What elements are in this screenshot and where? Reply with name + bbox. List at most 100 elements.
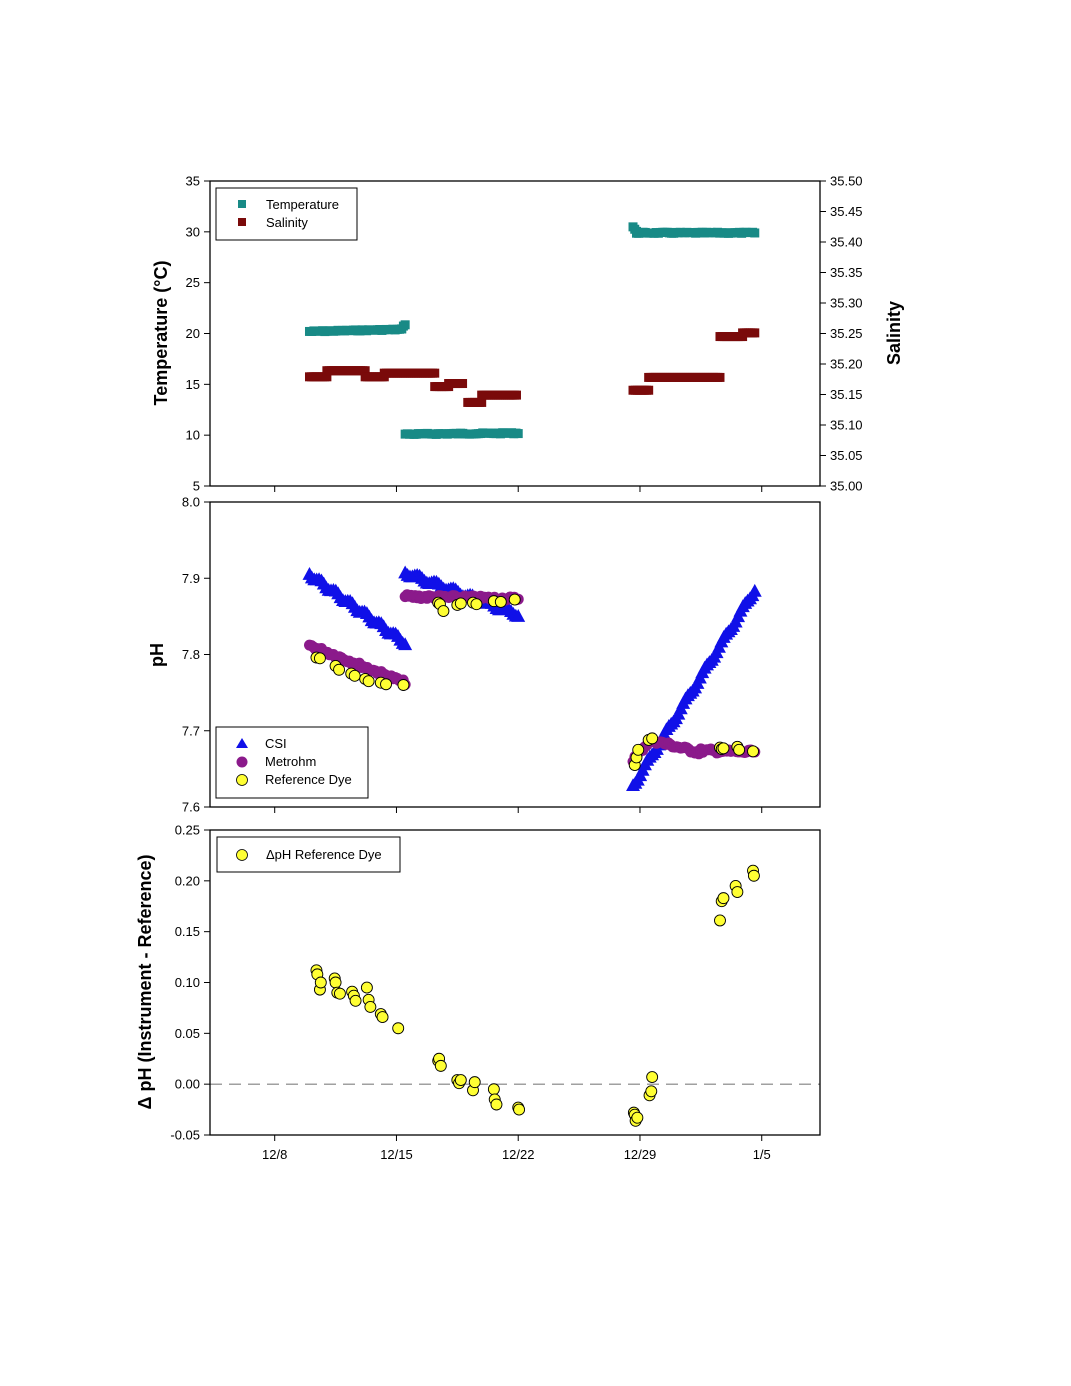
middle-x-ticks: [274, 807, 763, 813]
temperature-marker: [513, 429, 523, 439]
delta-ph-marker: [333, 987, 346, 1000]
middle-y-axis: 7.6 7.7 7.8 7.9 8.0: [182, 495, 210, 815]
salinity-marker: [458, 379, 468, 389]
reference-dye-marker: [313, 652, 326, 665]
csi-marker: [398, 637, 413, 651]
reference-dye-marker: [733, 743, 746, 756]
y-tick-label: 8.0: [182, 495, 200, 510]
x-tick-label: 12/8: [262, 1147, 287, 1162]
delta-ph-marker: [631, 1111, 644, 1124]
salinity-marker: [360, 366, 370, 376]
y-tick-label: 0.05: [175, 1026, 200, 1041]
reference-dye-marker: [454, 597, 467, 610]
y-tick-label: 7.9: [182, 571, 200, 586]
bottom-legend: ΔpH Reference Dye: [216, 836, 401, 873]
top-y2-axis-title: Salinity: [884, 301, 904, 365]
x-tick-label: 12/29: [624, 1147, 657, 1162]
top-y2-axis: 35.00 35.05 35.10 35.15 35.20 35.25 35.30 35.35…: [820, 174, 863, 494]
reference-dye-marker: [362, 675, 375, 688]
top-plot-marks: [304, 222, 760, 439]
csi-marker: [747, 583, 762, 597]
y-tick-label: 7.7: [182, 723, 200, 738]
middle-legend: CSI Metrohm Reference Dye: [215, 726, 369, 799]
top-y-axis: 5 10 15 20 25 30 35: [186, 174, 210, 494]
delta-ph-legend-label: ΔpH Reference Dye: [266, 847, 382, 862]
reference-dye-marker: [397, 679, 410, 691]
delta-ph-marker: [747, 869, 760, 882]
delta-ph-marker: [645, 1085, 658, 1098]
y-tick-label: 30: [186, 224, 200, 239]
y2-tick-label: 35.00: [830, 479, 863, 494]
delta-ph-marker: [487, 1083, 500, 1096]
delta-ph-marker: [490, 1098, 503, 1111]
y2-tick-label: 35.40: [830, 235, 863, 250]
salinity-marker: [715, 372, 725, 382]
bottom-plot-marks: [310, 864, 760, 1127]
delta-ph-marker: [392, 1022, 405, 1035]
reference-dye-legend-label: Reference Dye: [265, 772, 352, 787]
reference-dye-marker: [437, 605, 450, 617]
reference-dye-marker: [494, 595, 507, 608]
reference-dye-marker: [333, 663, 346, 676]
metrohm-legend-label: Metrohm: [265, 754, 316, 769]
bottom-y-axis: -0.05 0.00 0.05 0.10 0.15 0.20 0.25: [170, 823, 210, 1143]
y-tick-label: 0.10: [175, 975, 200, 990]
salinity-legend-label: Salinity: [266, 215, 308, 230]
metrohm-legend-marker: [236, 756, 248, 768]
y-tick-label: -0.05: [170, 1128, 200, 1143]
x-tick-label: 12/15: [380, 1147, 413, 1162]
x-tick-label: 1/5: [753, 1147, 771, 1162]
middle-plot-marks: [302, 565, 762, 792]
bottom-panel: -0.050.000.050.100.150.200.25 12/8 12/15 1…: [135, 823, 821, 1162]
y-tick-label: 0.15: [175, 924, 200, 939]
y-tick-label: 15: [186, 377, 200, 392]
delta-ph-marker: [717, 892, 730, 905]
reference-dye-marker: [747, 745, 759, 758]
delta-ph-marker: [349, 994, 362, 1007]
y-tick-label: 35: [186, 174, 200, 189]
y-tick-label: 5: [193, 479, 200, 494]
delta-ph-marker: [454, 1074, 467, 1087]
salinity-marker: [750, 328, 760, 338]
temperature-marker: [750, 228, 760, 238]
top-y-axis-title: Temperature (°C): [151, 261, 171, 406]
top-legend-box: [215, 187, 358, 241]
top-legend: Temperature Salinity: [215, 187, 358, 241]
y-tick-label: 10: [186, 428, 200, 443]
y-tick-label: 20: [186, 326, 200, 341]
bottom-x-axis: 12/8 12/15 12/22 12/29 1/5: [262, 1135, 771, 1162]
middle-panel: 7.6 7.7 7.8 7.9 8.0 pH CSI Metrohm Reference…: [147, 495, 821, 815]
csi-legend-label: CSI: [265, 736, 287, 751]
y-tick-label: 0.25: [175, 823, 200, 838]
delta-ph-marker: [329, 976, 342, 989]
x-tick-label: 12/22: [502, 1147, 535, 1162]
delta-ph-marker: [360, 981, 373, 994]
bottom-y-axis-title: Δ pH (Instrument - Reference): [135, 855, 155, 1110]
temperature-legend-marker: [238, 200, 246, 208]
reference-dye-marker: [348, 669, 361, 682]
delta-ph-marker: [434, 1059, 447, 1072]
bottom-plot-frame: [209, 829, 821, 1136]
y-tick-label: 0.00: [175, 1077, 200, 1092]
salinity-marker: [430, 368, 440, 378]
reference-dye-marker: [508, 593, 521, 606]
y2-tick-label: 35.15: [830, 387, 863, 402]
delta-ph-marker: [731, 886, 744, 898]
salinity-legend-marker: [238, 218, 246, 226]
reference-dye-marker: [646, 732, 659, 745]
y2-tick-label: 35.20: [830, 357, 863, 372]
y-tick-label: 0.20: [175, 873, 200, 888]
delta-ph-marker: [646, 1071, 659, 1084]
delta-ph-marker: [314, 976, 327, 989]
delta-ph-legend-marker: [236, 849, 248, 861]
salinity-marker: [644, 385, 654, 395]
reference-dye-marker: [632, 743, 645, 756]
y-tick-label: 7.6: [182, 800, 200, 815]
salinity-marker: [511, 390, 521, 400]
csi-marker: [511, 609, 526, 622]
reference-dye-marker: [380, 678, 392, 691]
salinity-marker: [322, 372, 332, 382]
delta-ph-marker: [714, 914, 726, 927]
